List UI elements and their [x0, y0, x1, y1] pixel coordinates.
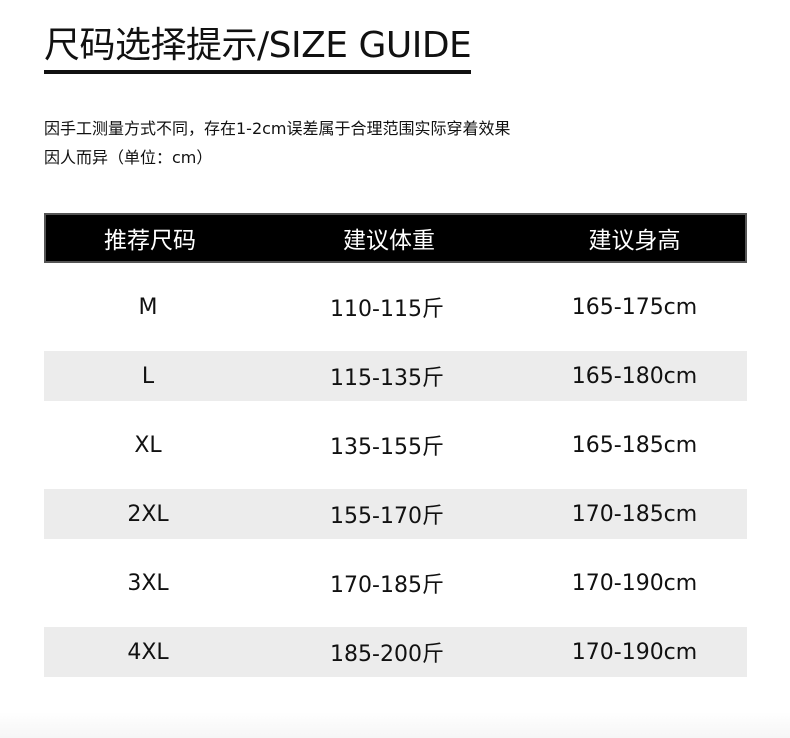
- note-line: 因手工测量方式不同，存在1-2cm误差属于合理范围实际穿着效果: [44, 119, 511, 138]
- measurement-note: 因手工测量方式不同，存在1-2cm误差属于合理范围实际穿着效果 因人而异（单位：…: [44, 114, 511, 172]
- size-cell: 4XL: [127, 639, 169, 665]
- table-row: M 110-115斤 165-175cm: [44, 282, 747, 332]
- weight-cell: 155-170斤: [330, 504, 444, 529]
- height-cell: 170-190cm: [571, 570, 698, 596]
- header-height: 建议身高: [588, 228, 681, 254]
- weight-cell: 185-200斤: [330, 642, 444, 667]
- size-cell: XL: [134, 432, 162, 458]
- table-row: L 115-135斤 165-180cm: [44, 351, 747, 401]
- bottom-fade: [0, 712, 790, 738]
- table-row: 2XL 155-170斤 170-185cm: [44, 489, 747, 539]
- weight-cell: 135-155斤: [330, 435, 444, 460]
- table-row: XL 135-155斤 165-185cm: [44, 420, 747, 470]
- header-size: 推荐尺码: [104, 228, 196, 254]
- height-cell: 165-185cm: [571, 432, 698, 458]
- table-row: 3XL 170-185斤 170-190cm: [44, 558, 747, 608]
- size-cell: 2XL: [127, 501, 169, 527]
- size-cell: M: [138, 294, 158, 320]
- weight-cell: 115-135斤: [330, 366, 444, 391]
- size-cell: L: [141, 363, 155, 389]
- table-header: 推荐尺码 建议体重 建议身高: [44, 213, 747, 263]
- page-title: 尺码选择提示/SIZE GUIDE: [44, 24, 472, 74]
- height-cell: 170-190cm: [571, 639, 698, 665]
- size-cell: 3XL: [127, 570, 169, 596]
- weight-cell: 170-185斤: [330, 573, 444, 598]
- note-line: 因人而异（单位：cm）: [44, 148, 213, 167]
- weight-cell: 110-115斤: [330, 297, 444, 322]
- height-cell: 170-185cm: [571, 501, 698, 527]
- table-row: 4XL 185-200斤 170-190cm: [44, 627, 747, 677]
- height-cell: 165-175cm: [571, 294, 698, 320]
- header-weight: 建议体重: [343, 228, 435, 254]
- size-table: 推荐尺码 建议体重 建议身高 M 110-115斤 165-175cm L 115-13…: [44, 213, 747, 677]
- height-cell: 165-180cm: [571, 363, 698, 389]
